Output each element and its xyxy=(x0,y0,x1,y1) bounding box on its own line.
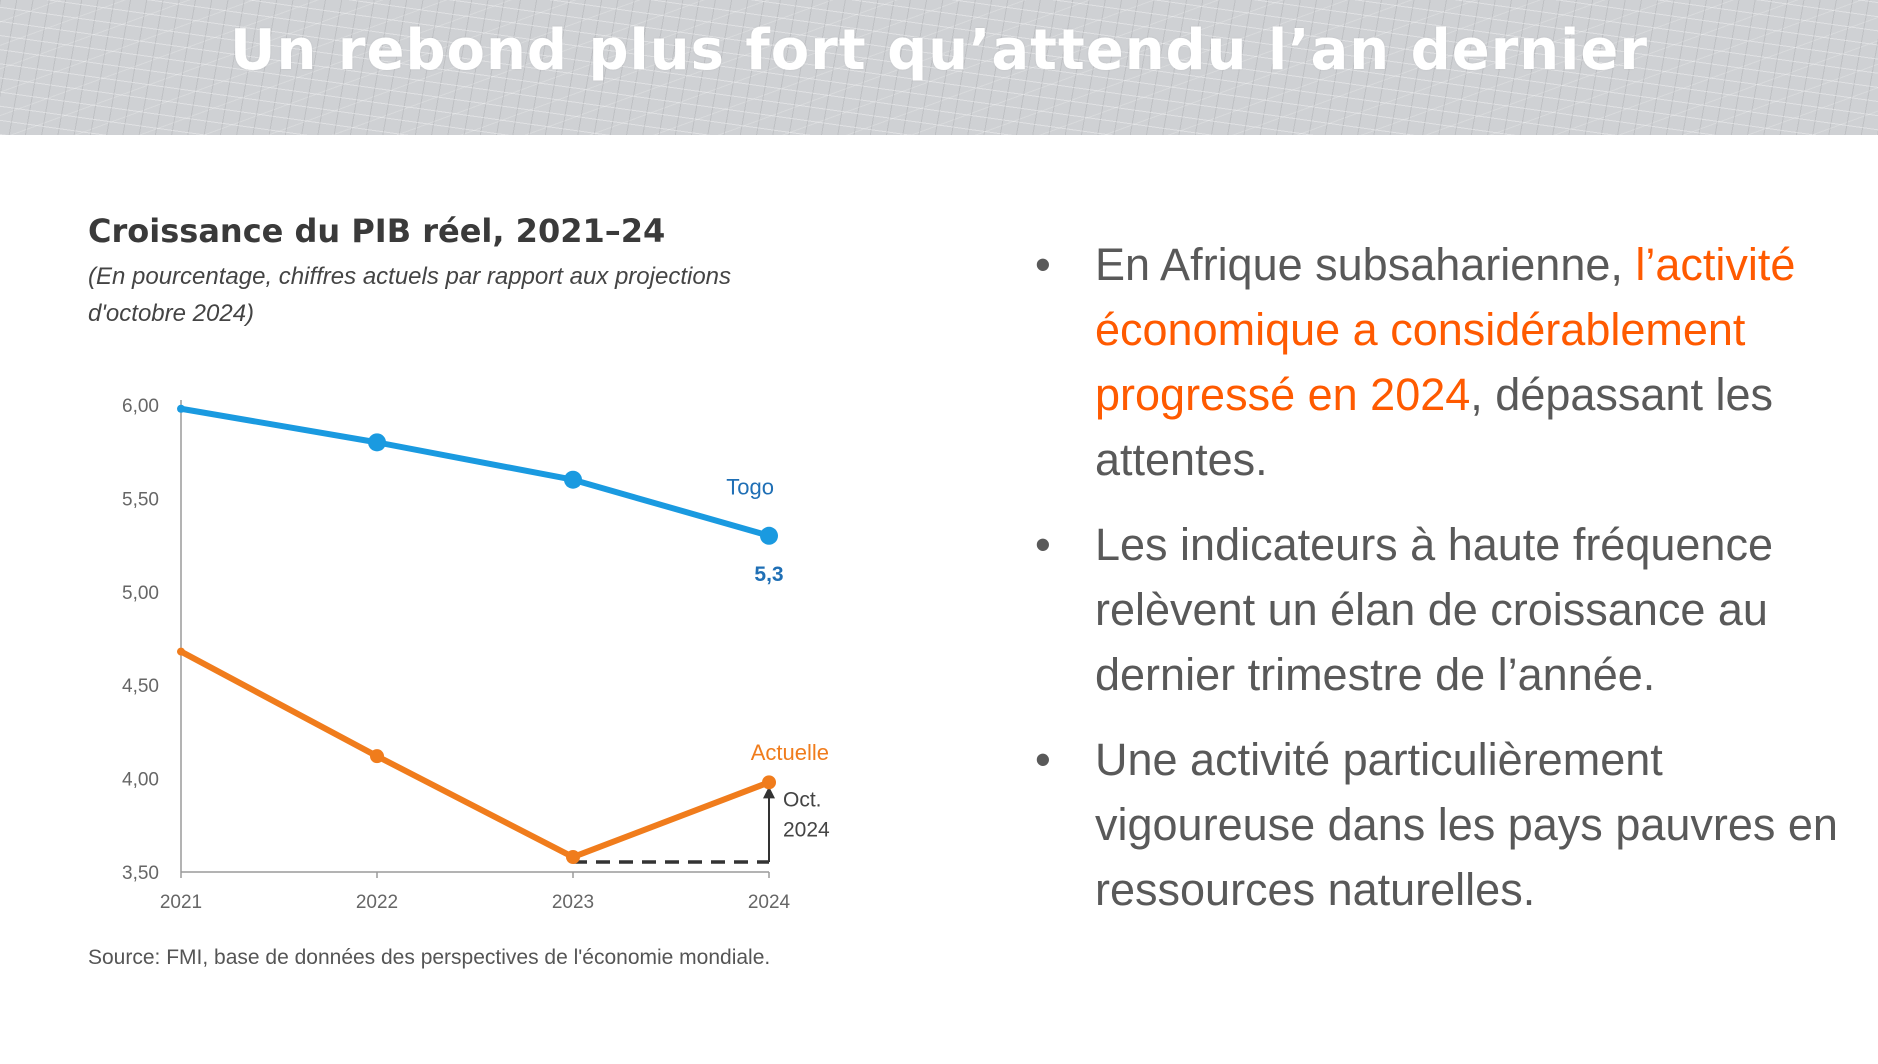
bullet-text: Une activité particulièrement vigoureuse… xyxy=(1095,734,1838,915)
header-banner: Un rebond plus fort qu’attendu l’an dern… xyxy=(0,0,1878,135)
annotation-label-line2: 2024 xyxy=(783,818,830,841)
chart-subtitle: (En pourcentage, chiffres actuels par ra… xyxy=(88,263,732,327)
x-tick-label: 2023 xyxy=(552,892,594,913)
bullet-dot-icon: • xyxy=(1035,519,1051,570)
bullet-item: • Les indicateurs à haute fréquence relè… xyxy=(1035,512,1855,707)
series-label-togo: Togo xyxy=(726,475,774,500)
data-point xyxy=(762,775,776,790)
y-tick-label: 4,50 xyxy=(122,676,159,697)
data-point xyxy=(177,647,185,656)
bullet-highlight: l’activité économique a considérablement… xyxy=(1095,239,1796,420)
x-tick-label: 2022 xyxy=(356,892,398,913)
series-line-actuelle xyxy=(179,648,771,861)
data-point xyxy=(370,749,384,764)
bullet-list: • En Afrique subsaharienne, l’activité é… xyxy=(1035,232,1855,942)
y-tick-label: 5,50 xyxy=(122,489,159,510)
data-point xyxy=(566,850,580,865)
series-line-togo xyxy=(180,405,770,539)
chart-title: Croissance du PIB réel, 2021–24 xyxy=(88,212,666,250)
bullet-dot-icon: • xyxy=(1035,734,1051,785)
data-point xyxy=(760,526,778,545)
page-title: Un rebond plus fort qu’attendu l’an dern… xyxy=(230,18,1648,83)
data-label-togo-2024: 5,3 xyxy=(754,563,783,586)
y-tick-label: 6,00 xyxy=(122,396,159,417)
chart-source: Source: FMI, base de données des perspec… xyxy=(88,946,771,969)
data-point xyxy=(368,433,386,452)
line-chart: 3,50 4,00 4,50 5,00 5,50 6,00 2021 2022 2023 2024… xyxy=(122,396,830,913)
bullet-item: • Une activité particulièrement vigoureu… xyxy=(1035,727,1855,922)
bullet-text-end: , dépassant les attentes. xyxy=(1095,369,1773,485)
x-tick-label: 2021 xyxy=(160,892,202,913)
x-tick-label: 2024 xyxy=(748,892,791,913)
y-tick-label: 4,00 xyxy=(122,770,159,791)
bullet-item: • En Afrique subsaharienne, l’activité é… xyxy=(1035,232,1855,492)
y-tick-label: 5,00 xyxy=(122,583,159,604)
annotation-label-line1: Oct. xyxy=(783,788,822,811)
y-tick-label: 3,50 xyxy=(122,863,159,884)
bullet-text: Les indicateurs à haute fréquence relève… xyxy=(1095,519,1773,700)
bullet-text: En Afrique subsaharienne, xyxy=(1095,239,1636,290)
data-point xyxy=(564,470,582,489)
annotation-arrow-head xyxy=(763,786,775,799)
data-point xyxy=(177,404,185,413)
series-label-actuelle: Actuelle xyxy=(751,740,829,765)
bullet-dot-icon: • xyxy=(1035,239,1051,290)
